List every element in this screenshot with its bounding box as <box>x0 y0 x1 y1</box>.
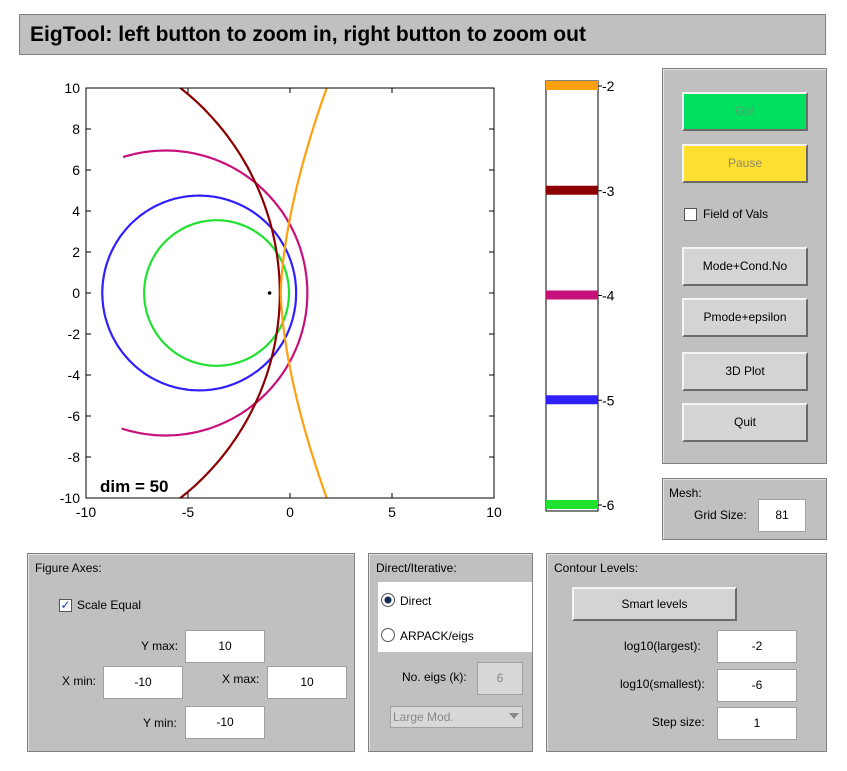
colorbar-band <box>546 500 598 509</box>
pause-button[interactable]: Pause <box>682 144 808 183</box>
smallest-label: log10(smallest): <box>620 677 705 691</box>
direct-iterative-panel: Direct/Iterative: Direct ARPACK/eigs No.… <box>368 553 533 752</box>
neigs-input[interactable]: 6 <box>477 662 523 695</box>
y-tick-label: 10 <box>64 80 80 96</box>
smallest-input[interactable]: -6 <box>717 669 797 702</box>
mesh-panel: Mesh: Grid Size: 81 <box>662 478 827 540</box>
colorbar-label: -3 <box>602 183 615 199</box>
pmode-epsilon-button[interactable]: Pmode+epsilon <box>682 298 808 337</box>
3d-plot-button[interactable]: 3D Plot <box>682 352 808 391</box>
control-panel: Go! Pause Field of Vals Mode+Cond.No Pmo… <box>662 68 827 464</box>
xmin-input[interactable]: -10 <box>103 666 183 699</box>
grid-size-label: Grid Size: <box>694 508 747 522</box>
chevron-down-icon <box>509 713 519 719</box>
colorbar-label: -5 <box>602 392 615 408</box>
smart-levels-button[interactable]: Smart levels <box>572 587 737 621</box>
eig-mode-select[interactable]: Large Mod. <box>390 706 523 728</box>
arpack-label: ARPACK/eigs <box>400 629 474 643</box>
field-of-vals-label: Field of Vals <box>703 207 769 221</box>
ymin-input[interactable]: -10 <box>185 706 265 739</box>
direct-radio[interactable] <box>381 593 395 607</box>
ymax-input[interactable]: 10 <box>185 630 265 663</box>
mode-cond-button[interactable]: Mode+Cond.No <box>682 247 808 286</box>
direct-label: Direct <box>400 594 432 608</box>
y-tick-label: -10 <box>60 490 80 506</box>
ymin-label: Y min: <box>143 716 177 730</box>
colorbar-label: -4 <box>602 288 615 304</box>
field-of-vals-checkbox[interactable] <box>684 208 697 221</box>
figure-axes-panel: Figure Axes: ✓ Scale Equal Y max: 10 X m… <box>27 553 355 752</box>
xmin-label: X min: <box>62 674 97 688</box>
eig-mode-value: Large Mod. <box>393 710 454 724</box>
y-tick-label: 0 <box>72 285 80 301</box>
xmax-label: X max: <box>222 672 260 686</box>
colorbar-band <box>546 81 598 90</box>
contour-level-4 <box>121 149 309 437</box>
method-radio-group <box>378 582 532 652</box>
grid-size-input[interactable]: 81 <box>758 499 806 532</box>
colorbar-label: -6 <box>602 497 615 513</box>
contour-curves <box>101 88 328 498</box>
title-bar: EigTool: left button to zoom in, right b… <box>19 14 826 55</box>
y-tick-label: -6 <box>68 408 81 424</box>
quit-button[interactable]: Quit <box>682 403 808 442</box>
mesh-title: Mesh: <box>669 486 702 500</box>
go-button[interactable]: Go! <box>682 92 808 131</box>
arpack-radio[interactable] <box>381 628 395 642</box>
x-tick-label: -10 <box>76 504 96 520</box>
largest-input[interactable]: -2 <box>717 630 797 663</box>
largest-label: log10(largest): <box>624 639 701 653</box>
y-tick-label: 2 <box>72 244 80 260</box>
eigenvalue-marker <box>267 291 272 295</box>
colorbar-band <box>546 395 598 405</box>
colorbar-band <box>546 290 598 300</box>
x-tick-label: 10 <box>486 504 502 520</box>
contour-level-2 <box>279 88 328 498</box>
x-tick-label: 0 <box>286 504 294 520</box>
y-tick-label: 4 <box>72 203 80 219</box>
scale-equal-label: Scale Equal <box>77 598 142 612</box>
figure-axes-title: Figure Axes: <box>35 561 102 575</box>
y-tick-label: -2 <box>68 326 81 342</box>
colorbar-label: -2 <box>602 78 615 94</box>
y-tick-label: 8 <box>72 121 80 137</box>
ymax-label: Y max: <box>141 639 179 653</box>
step-size-input[interactable]: 1 <box>717 707 797 740</box>
y-tick-label: -4 <box>68 367 81 383</box>
contour-levels-panel: Contour Levels: Smart levels log10(large… <box>546 553 827 752</box>
x-tick-label: 5 <box>388 504 396 520</box>
direct-iterative-title: Direct/Iterative: <box>376 561 457 575</box>
step-size-label: Step size: <box>652 715 705 729</box>
colorbar-band <box>546 185 598 195</box>
contour-level-6 <box>142 219 291 367</box>
y-tick-label: 6 <box>72 162 80 178</box>
x-tick-label: -5 <box>182 504 195 520</box>
window-title: EigTool: left button to zoom in, right b… <box>30 23 586 46</box>
colorbar: -2 -3 -4 -5 -6 <box>545 78 615 513</box>
xmax-input[interactable]: 10 <box>267 666 347 699</box>
contour-levels-title: Contour Levels: <box>554 561 639 575</box>
dimension-annotation: dim = 50 <box>100 477 169 496</box>
neigs-label: No. eigs (k): <box>402 670 467 684</box>
contour-level-5 <box>101 194 298 392</box>
scale-equal-checkbox[interactable]: ✓ <box>59 598 72 612</box>
y-tick-label: -8 <box>68 449 81 465</box>
